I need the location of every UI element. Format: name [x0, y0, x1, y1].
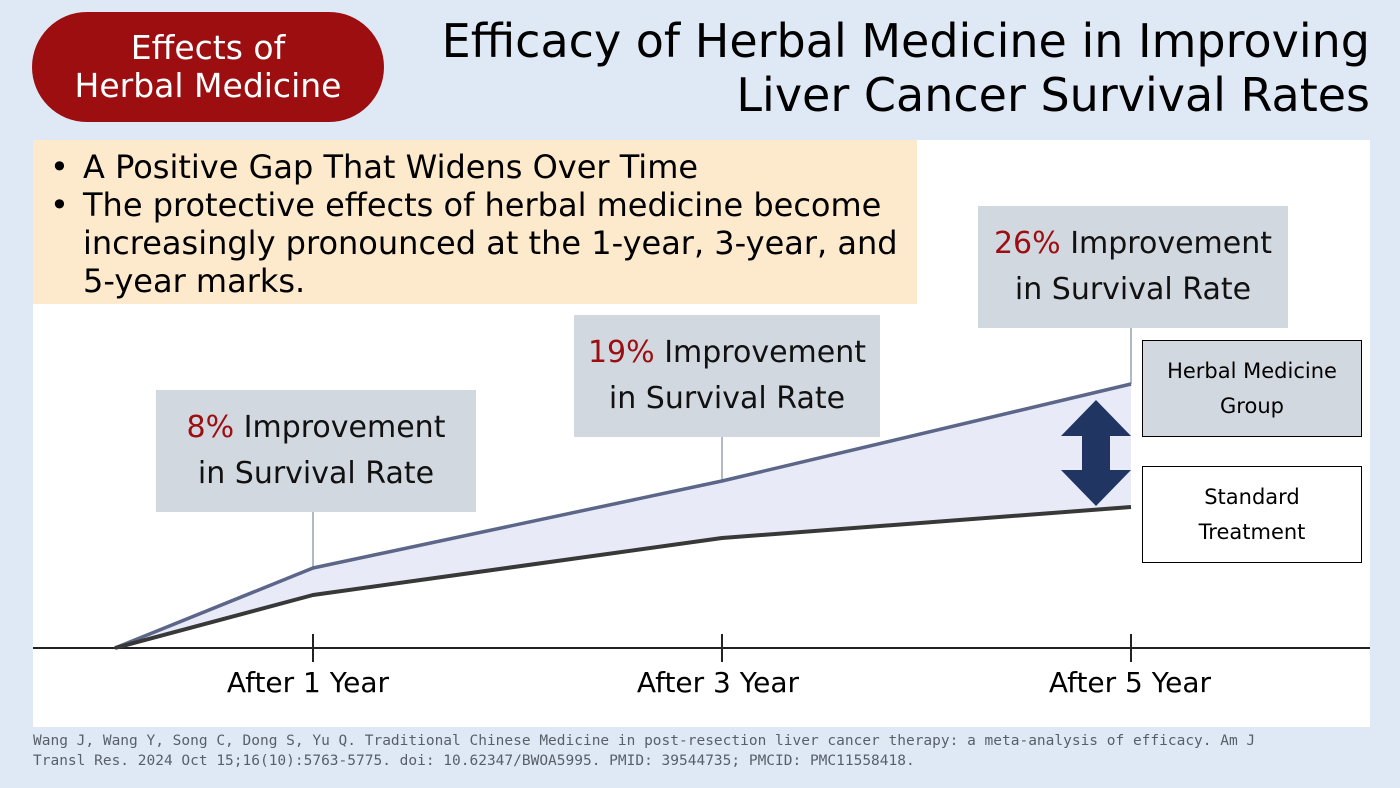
callout-text: Improvement	[1060, 226, 1273, 261]
x-tick-label: After 5 Year	[1048, 666, 1212, 699]
improvement-percent: 19%	[587, 335, 655, 370]
title-line-2: Liver Cancer Survival Rates	[736, 68, 1370, 122]
callout-text: in Survival Rate	[1014, 272, 1252, 307]
legend-herbal-medicine: Herbal Medicine Group	[1142, 340, 1362, 437]
callout-text: Improvement	[654, 335, 867, 370]
callout-text: Improvement	[234, 410, 446, 445]
herbal-medicine-line	[114, 382, 1132, 650]
survival-gap-area	[115, 384, 1131, 648]
callout-3-year: 19% Improvement in Survival Rate	[574, 315, 880, 437]
bullet-item: The protective effects of herbal medicin…	[50, 186, 913, 300]
page-title: Efficacy of Herbal Medicine in Improving…	[390, 14, 1370, 122]
legend-label: Herbal Medicine	[1167, 358, 1337, 383]
citation-line: Transl Res. 2024 Oct 15;16(10):5763-5775…	[33, 753, 915, 769]
x-tick-label: After 3 Year	[636, 666, 800, 699]
title-line-1: Efficacy of Herbal Medicine in Improving	[441, 14, 1370, 68]
callout-5-year: 26% Improvement in Survival Rate	[978, 206, 1288, 328]
callout-text: in Survival Rate	[608, 381, 846, 416]
legend-label: Standard	[1204, 484, 1300, 509]
improvement-percent: 8%	[186, 410, 235, 445]
standard-treatment-line	[114, 505, 1132, 650]
callout-text: in Survival Rate	[197, 456, 435, 491]
citation-line: Wang J, Wang Y, Song C, Dong S, Yu Q. Tr…	[33, 733, 1256, 749]
topic-badge: Effects of Herbal Medicine	[32, 12, 384, 122]
improvement-percent: 26%	[993, 226, 1061, 261]
legend-label: Treatment	[1198, 519, 1306, 544]
x-tick-label: After 1 Year	[226, 666, 390, 699]
badge-line-1: Effects of	[130, 28, 286, 67]
legend-label: Group	[1220, 393, 1284, 418]
citation: Wang J, Wang Y, Song C, Dong S, Yu Q. Tr…	[33, 731, 1378, 771]
legend-standard-treatment: Standard Treatment	[1142, 466, 1362, 563]
bullet-item: A Positive Gap That Widens Over Time	[50, 148, 917, 186]
badge-line-2: Herbal Medicine	[74, 66, 342, 105]
key-points-box: A Positive Gap That Widens Over Time The…	[33, 140, 917, 304]
gap-double-arrow-icon	[1061, 400, 1131, 506]
callout-1-year: 8% Improvement in Survival Rate	[156, 390, 476, 512]
